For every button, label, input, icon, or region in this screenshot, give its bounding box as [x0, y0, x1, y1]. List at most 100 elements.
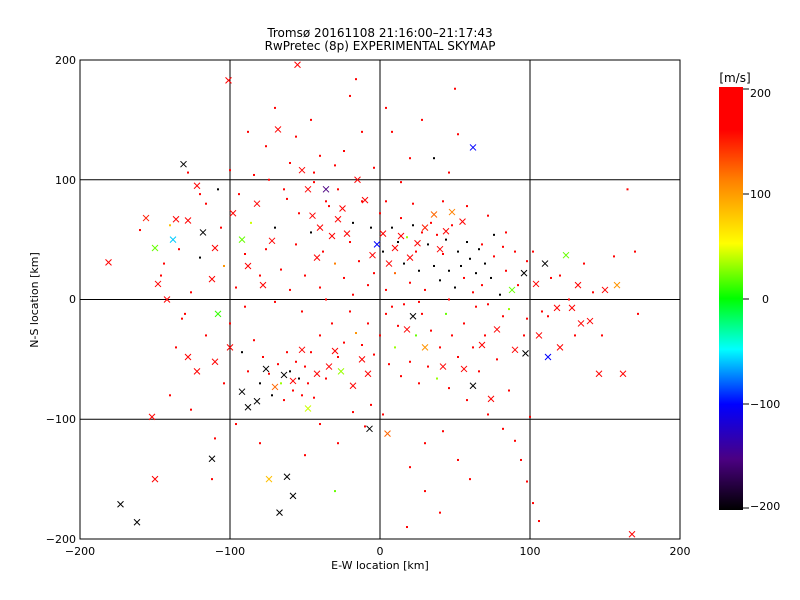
data-point-cross — [105, 259, 112, 266]
data-point-dot — [337, 355, 339, 358]
data-point-dot — [160, 274, 162, 277]
data-point-cross — [151, 244, 159, 252]
data-point-dot — [220, 226, 222, 229]
data-point-cross — [619, 370, 627, 378]
data-point-dot — [355, 78, 357, 81]
data-point-dot — [205, 202, 207, 205]
data-point-dot — [448, 387, 450, 390]
data-point-dot — [379, 212, 381, 215]
data-point-dot — [361, 200, 363, 203]
data-point-dot — [427, 243, 429, 246]
data-point-dot — [385, 200, 387, 203]
grid — [80, 60, 680, 539]
data-point-cross — [421, 344, 429, 351]
data-point-dot — [517, 284, 519, 287]
data-point-cross — [384, 430, 391, 437]
data-point-dot — [337, 442, 339, 445]
data-point-dot — [295, 360, 297, 363]
data-point-dot — [265, 248, 267, 251]
data-point-dot — [445, 238, 447, 241]
data-point-dot — [304, 365, 306, 368]
data-point-cross — [478, 341, 486, 349]
data-point-dot — [259, 442, 261, 445]
data-point-dot — [319, 334, 321, 337]
data-point-dot — [445, 312, 447, 315]
data-point-cross — [276, 509, 283, 517]
data-point-dot — [265, 145, 267, 148]
data-point-dot — [184, 312, 186, 315]
data-point-dot — [409, 281, 411, 284]
y-tick-label: −200 — [46, 533, 76, 546]
data-point-dot — [424, 490, 426, 493]
data-point-dot — [280, 382, 282, 385]
data-point-cross — [366, 425, 373, 433]
data-point-dot — [175, 346, 177, 349]
data-point-cross — [238, 236, 246, 243]
data-point-dot — [205, 334, 207, 337]
data-point-cross — [364, 370, 372, 378]
y-tick-label: 100 — [55, 174, 76, 187]
data-point-cross — [459, 218, 466, 226]
data-point-dot — [373, 353, 375, 356]
data-point-cross — [354, 176, 361, 184]
data-point-dot — [253, 173, 255, 176]
data-point-cross — [508, 286, 516, 294]
data-point-dot — [472, 346, 474, 349]
x-tick-label: 0 — [377, 545, 384, 558]
data-point-dot — [379, 334, 381, 337]
data-point-dot — [421, 118, 423, 121]
data-point-dot — [508, 389, 510, 392]
data-point-cross — [586, 317, 594, 325]
data-point-cross — [313, 370, 321, 378]
data-point-cross — [169, 236, 177, 243]
data-point-dot — [313, 396, 315, 399]
data-point-dot — [637, 312, 639, 315]
data-point-dot — [496, 358, 498, 361]
data-point-dot — [412, 202, 414, 205]
data-point-dot — [487, 413, 489, 416]
data-point-dot — [370, 403, 372, 406]
chart-title: Tromsø 20161108 21:16:00–21:17:43 — [266, 26, 492, 40]
data-point-dot — [559, 274, 561, 277]
data-point-cross — [628, 530, 636, 538]
data-point-dot — [403, 262, 405, 265]
data-point-cross — [349, 382, 357, 390]
data-point-cross — [535, 332, 543, 339]
data-point-dot — [391, 130, 393, 133]
data-point-cross — [439, 363, 447, 370]
data-point-cross — [268, 237, 276, 245]
data-point-cross — [244, 403, 252, 411]
data-point-cross — [184, 353, 192, 361]
y-axis-label: N-S location [km] — [28, 252, 41, 348]
data-point-cross — [117, 500, 124, 508]
data-point-dot — [358, 260, 360, 263]
data-point-dot — [415, 334, 417, 337]
data-point-cross — [211, 358, 219, 366]
data-point-dot — [343, 341, 345, 344]
data-point-cross — [274, 126, 282, 133]
data-point-dot — [634, 250, 636, 253]
data-point-dot — [505, 231, 507, 234]
data-point-dot — [352, 411, 354, 414]
data-point-dot — [514, 439, 516, 442]
data-point-dot — [448, 171, 450, 174]
data-point-dot — [238, 193, 240, 196]
data-point-dot — [199, 256, 201, 259]
data-point-dot — [457, 250, 459, 253]
data-point-dot — [223, 382, 225, 385]
data-point-dot — [190, 291, 192, 294]
data-point-dot — [268, 372, 270, 375]
data-point-dot — [304, 274, 306, 277]
data-point-dot — [514, 250, 516, 253]
data-point-dot — [271, 394, 273, 397]
data-point-cross — [379, 230, 387, 237]
data-point-cross — [262, 365, 270, 373]
data-point-dot — [451, 334, 453, 337]
data-point-cross — [208, 455, 216, 463]
data-point-cross — [544, 353, 552, 361]
data-point-cross — [309, 212, 316, 220]
data-point-cross — [322, 185, 330, 193]
data-point-dot — [481, 243, 483, 246]
data-point-dot — [310, 351, 312, 354]
data-point-dot — [626, 188, 629, 191]
